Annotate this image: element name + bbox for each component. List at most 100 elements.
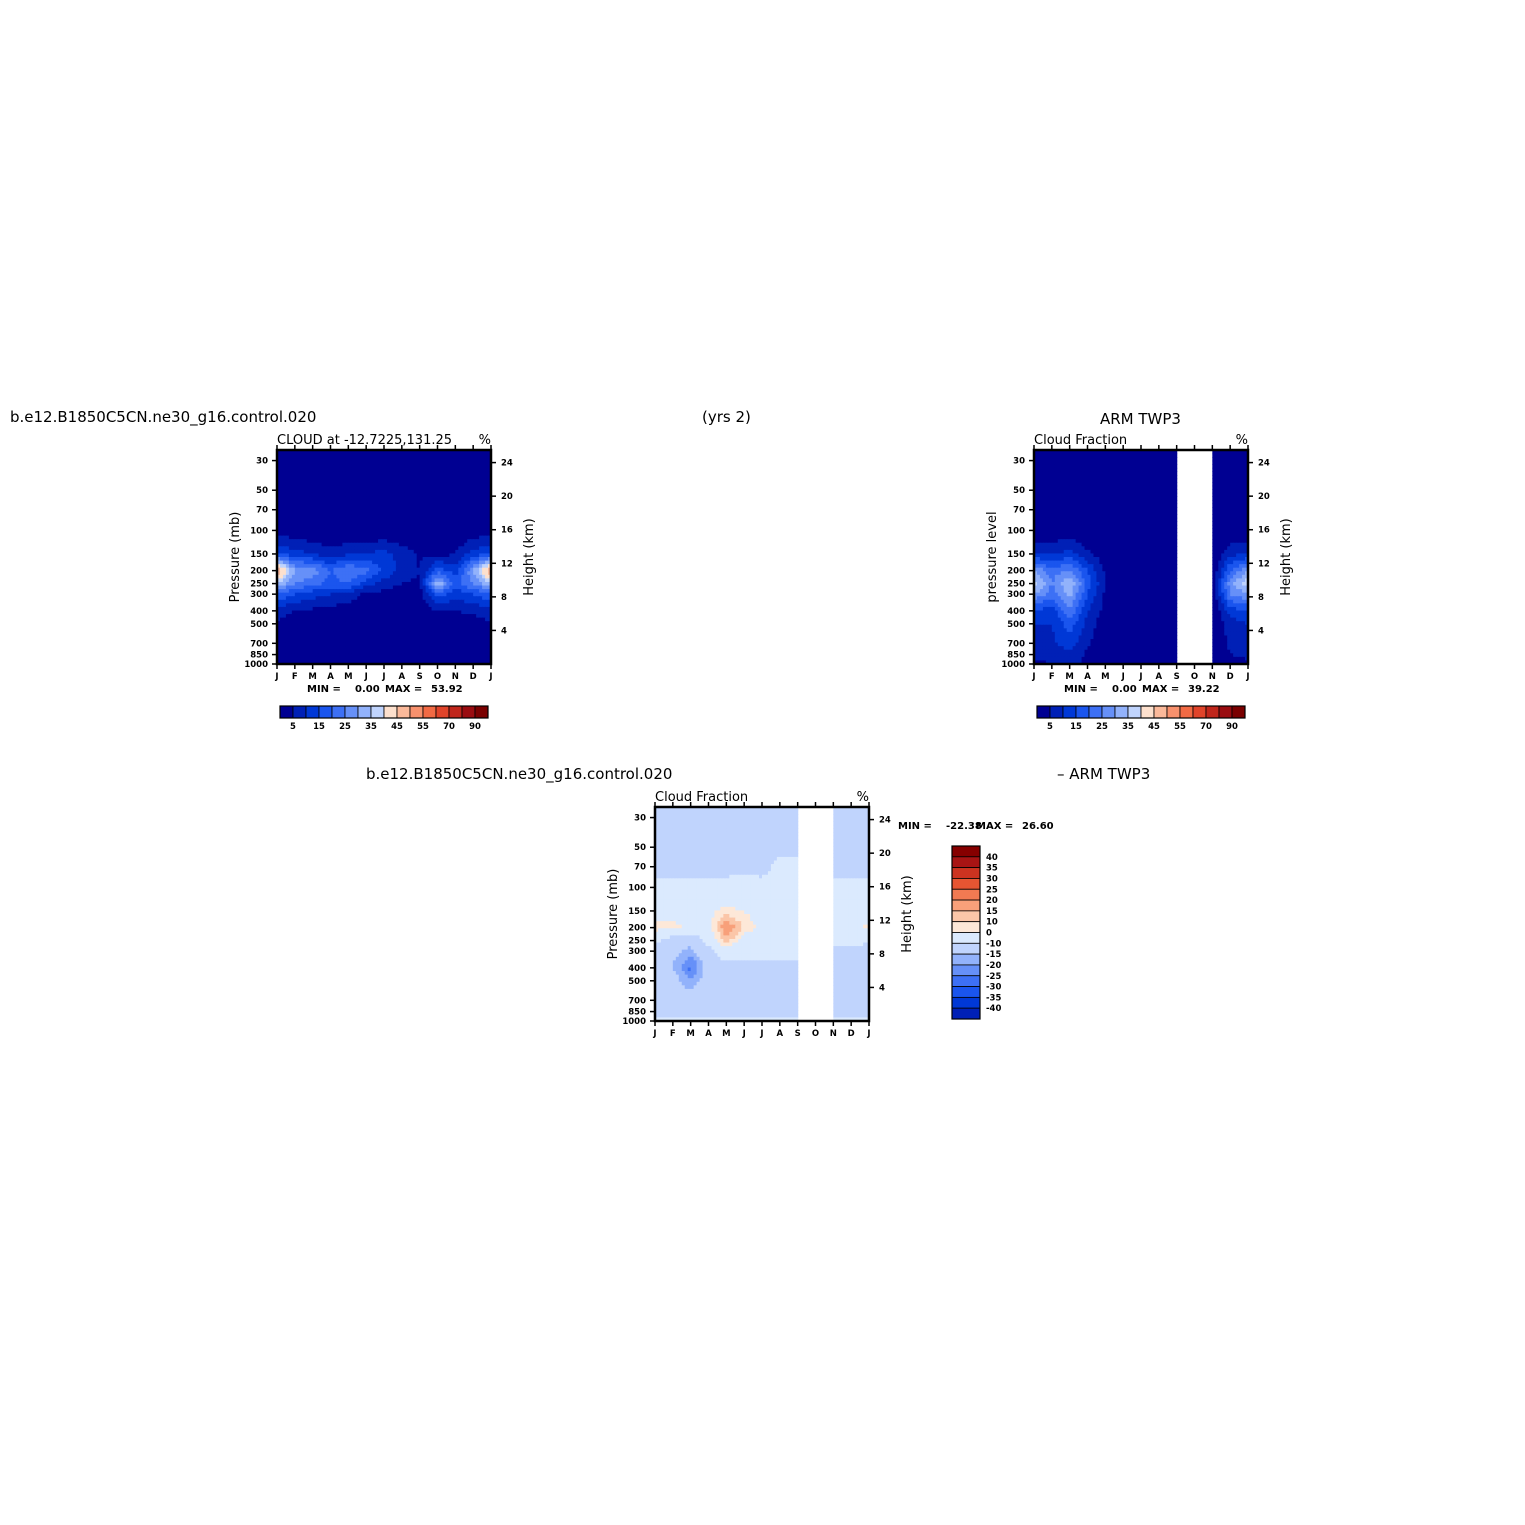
contour-cell [348,646,352,651]
contour-cell [327,567,332,572]
contour-cell [422,660,427,665]
contour-cell [303,606,308,612]
contour-cell [443,653,448,658]
contour-cell [395,450,400,455]
contour-cell [327,553,332,558]
contour-cell [452,474,456,480]
contour-cell [458,532,462,537]
contour-cell [434,581,439,587]
contour-cell [467,553,471,558]
contour-cell [372,510,376,515]
contour-cell [401,517,406,522]
contour-cell [348,571,352,576]
contour-cell [351,610,355,615]
contour-cell [485,482,489,487]
contour-cell [407,453,412,458]
contour-cell [285,460,290,465]
contour-cell [467,482,471,487]
contour-cell [1173,457,1178,462]
contour-cell [339,603,343,608]
contour-cell [419,478,424,483]
contour-cell [366,496,370,501]
contour-cell [330,535,335,540]
contour-cell [294,603,299,608]
contour-cell [285,474,290,480]
y-right-tick-label: 12 [501,559,513,569]
contour-cell [282,564,287,569]
contour-cell [440,631,445,637]
contour-cell [306,535,311,540]
contour-cell [407,610,412,615]
contour-cell [455,585,459,590]
contour-cell [395,542,400,547]
contour-cell [413,478,418,483]
contour-cell [482,521,486,526]
contour-cell [419,614,424,619]
contour-cell [446,503,450,508]
contour-cell [277,535,281,540]
contour-cell [294,571,299,576]
contour-cell [443,603,448,608]
contour-cell [369,560,373,565]
contour-cell [476,482,480,487]
contour-cell [428,567,433,572]
contour-cell [360,539,364,544]
contour-cell [1143,457,1148,462]
contour-cell [279,524,284,530]
contour-cell [294,467,299,472]
contour-cell [398,649,403,654]
contour-cell [315,467,320,472]
contour-cell [315,499,320,505]
contour-cell [312,535,317,540]
contour-cell [446,524,450,530]
contour-cell [384,489,388,494]
contour-cell [464,639,468,644]
contour-cell [309,599,314,604]
contour-cell [386,603,391,608]
contour-cell [297,539,302,544]
contour-cell [312,557,317,562]
contour-cell [404,578,409,583]
contour-cell [1114,453,1118,458]
contour-cell [458,499,462,505]
contour-cell [348,639,352,644]
contour-cell [392,524,397,530]
contour-cell [404,464,409,469]
contour-cell [384,457,388,462]
contour-cell [1117,450,1121,455]
contour-cell [428,635,433,640]
contour-cell [458,578,462,583]
contour-cell [327,635,332,640]
contour-cell [297,581,302,587]
contour-cell [312,567,317,572]
contour-cell [1173,474,1178,480]
contour-cell [440,656,445,662]
contour-cell [398,624,403,629]
contour-cell [297,532,302,537]
contour-cell [443,581,448,587]
contour-cell [306,639,311,644]
contour-cell [407,542,412,547]
contour-cell [467,603,471,608]
contour-cell [413,464,418,469]
contour-cell [333,450,338,455]
contour-cell [279,589,284,594]
contour-cell [386,564,391,569]
contour-cell [330,621,335,626]
contour-cell [279,496,284,501]
contour-cell [452,524,456,530]
contour-cell [363,646,367,651]
contour-cell [461,524,465,530]
contour-cell [428,606,433,612]
contour-cell [482,589,486,594]
contour-cell [300,467,305,472]
contour-cell [479,485,483,490]
contour-cell [428,589,433,594]
contour-cell [354,603,358,608]
contour-cell [482,635,486,640]
contour-cell [330,510,335,515]
contour-cell [277,482,281,487]
contour-cell [360,603,364,608]
contour-cell [440,457,445,462]
contour-cell [443,624,448,629]
